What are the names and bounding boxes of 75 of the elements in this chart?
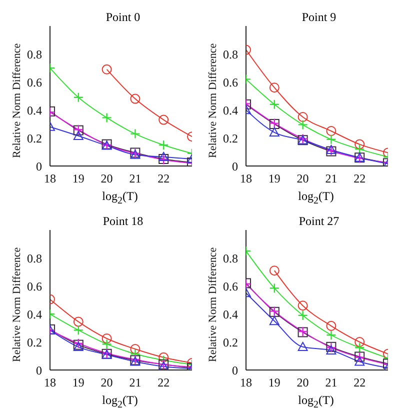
y-tick-label: 0.8 <box>223 251 238 266</box>
y-tick-label: 0.8 <box>27 251 42 266</box>
point <box>326 134 336 144</box>
y-tick-label: 0 <box>36 159 42 174</box>
point <box>326 126 336 136</box>
y-tick-label: 0.6 <box>223 75 238 90</box>
x-axis-title: log$_{2}$(T) <box>101 392 139 410</box>
point <box>102 339 112 350</box>
y-tick-label: 0 <box>36 363 42 378</box>
point <box>102 334 112 344</box>
point <box>130 128 140 139</box>
point <box>102 64 112 74</box>
point <box>326 330 336 340</box>
x-tick-label: 19 <box>268 172 280 186</box>
y-axis-title: Relative Norm Difference <box>206 43 219 158</box>
y-tick-label: 0.8 <box>27 47 42 62</box>
x-tick-label: 18 <box>240 172 252 186</box>
y-tick-label: 0.8 <box>223 47 238 62</box>
x-tick-label: 19 <box>72 376 84 390</box>
x-axis-title: log$_{2}$(T) <box>297 188 335 206</box>
point <box>269 283 280 294</box>
x-tick-label: 21 <box>325 172 338 186</box>
y-tick-label: 0.2 <box>223 335 238 350</box>
x-tick-label: 22 <box>354 172 366 186</box>
x-tick-label: 20 <box>296 172 309 186</box>
point <box>130 94 140 104</box>
x-tick-label: 22 <box>158 376 170 390</box>
point <box>354 337 365 347</box>
point <box>298 300 308 311</box>
chart-title: Point 0 <box>104 10 142 25</box>
point <box>354 342 365 353</box>
point <box>326 320 336 331</box>
y-tick-label: 0.2 <box>223 131 238 146</box>
y-tick-label: 0.6 <box>27 75 42 90</box>
chart-title: Point 9 <box>300 10 338 25</box>
point <box>298 342 308 351</box>
y-tick-label: 0.2 <box>27 131 42 146</box>
x-tick-label: 21 <box>129 172 142 186</box>
point <box>298 120 308 130</box>
y-tick-label: 0.6 <box>27 279 42 294</box>
x-tick-label: 20 <box>100 172 113 186</box>
y-tick-label: 0 <box>232 363 238 378</box>
x-tick-label: 22 <box>158 172 170 186</box>
x-tick-label: 20 <box>296 376 309 390</box>
point <box>269 316 280 326</box>
point <box>326 345 336 354</box>
chart-title: Point 27 <box>298 214 340 229</box>
y-tick-label: 0.4 <box>27 307 42 322</box>
x-tick-label: 22 <box>354 376 366 390</box>
point <box>102 112 112 123</box>
x-tick-label: 20 <box>100 376 113 390</box>
point <box>269 266 280 276</box>
x-tick-label: 21 <box>129 376 142 390</box>
point <box>354 356 365 366</box>
point <box>298 112 308 122</box>
chart-title: Point 18 <box>102 214 144 229</box>
y-tick-label: 0.4 <box>27 103 42 118</box>
x-tick-label: 19 <box>268 376 280 390</box>
y-tick-label: 0.6 <box>223 279 238 294</box>
y-axis-title: Relative Norm Difference <box>206 247 219 362</box>
point <box>298 310 308 320</box>
x-axis-title: log$_{2}$(T) <box>297 392 335 410</box>
y-tick-label: 0.4 <box>223 103 238 118</box>
point <box>130 344 140 354</box>
x-tick-label: 18 <box>44 172 56 186</box>
x-tick-label: 19 <box>72 172 84 186</box>
x-axis-title: log$_{2}$(T) <box>101 188 139 206</box>
y-axis-title: Relative Norm Difference <box>10 43 23 158</box>
y-axis-title: Relative Norm Difference <box>10 247 23 362</box>
y-tick-label: 0.2 <box>27 335 42 350</box>
x-tick-label: 21 <box>325 376 338 390</box>
y-tick-label: 0 <box>232 159 238 174</box>
y-tick-label: 0.4 <box>223 307 238 322</box>
x-tick-label: 18 <box>240 376 252 390</box>
x-tick-label: 18 <box>44 376 56 390</box>
